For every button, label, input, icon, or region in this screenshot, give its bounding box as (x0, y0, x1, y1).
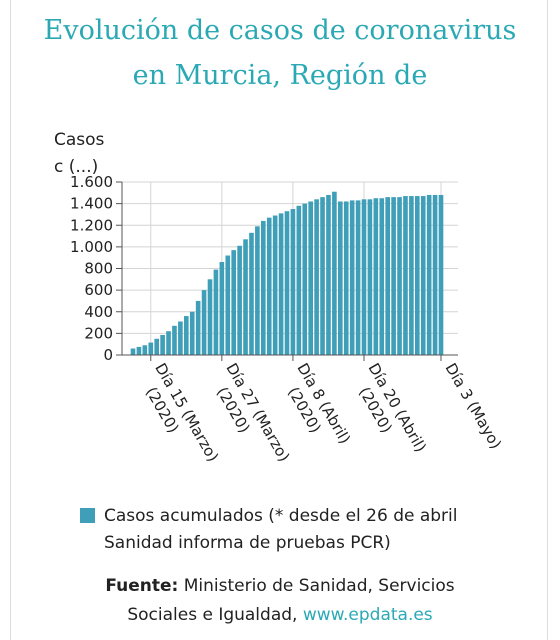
bar (255, 226, 260, 355)
bar (385, 197, 391, 355)
y-tick-label: 1.600 (70, 173, 113, 191)
x-tick-label: Día 15 (Marzo)(2020) (142, 360, 222, 465)
bar (426, 194, 432, 355)
bar (432, 194, 438, 355)
bar (343, 201, 349, 355)
bar (178, 321, 183, 355)
bar (130, 348, 136, 355)
source-note: Fuente: Ministerio de Sanidad, Servicios… (0, 572, 560, 630)
legend-label-line-1: Casos acumulados (* desde el 26 de abril (104, 506, 458, 526)
y-tick-label: 800 (84, 260, 113, 278)
bar (332, 191, 337, 355)
bar (320, 197, 325, 355)
bar (243, 239, 248, 355)
y-axis-label: Casos (54, 130, 105, 150)
bar (160, 334, 165, 355)
bar (290, 209, 296, 355)
x-tick-label: Día 20 (Abril)(2020) (355, 360, 430, 455)
card-frame (10, 0, 548, 640)
bar (207, 279, 213, 355)
bar (302, 203, 308, 355)
bar (349, 200, 355, 355)
bar (166, 331, 171, 355)
bar (154, 338, 160, 355)
bar (314, 199, 319, 355)
bar (284, 211, 290, 355)
bar (201, 290, 207, 355)
source-text-2: Sociales e Igualdad, (127, 605, 298, 625)
y-axis-label: c (...) (54, 157, 98, 177)
bar (308, 201, 314, 355)
bar (296, 205, 302, 355)
bar (397, 197, 402, 355)
y-tick-label: 1.200 (70, 216, 113, 234)
chart-title-line-1: Evolución de casos de coronavirus (43, 15, 517, 46)
bar (249, 232, 254, 355)
x-tick-label-line: Día 3 (Mayo) (442, 360, 506, 452)
bar (183, 316, 189, 355)
bar (373, 198, 379, 355)
bar (148, 342, 154, 355)
bar (189, 311, 195, 355)
source-label: Fuente: (105, 576, 179, 596)
bar (195, 300, 201, 355)
legend-label-line-2: Sanidad informa de pruebas PCR) (104, 533, 391, 553)
bar (142, 345, 148, 355)
bar (172, 325, 177, 355)
y-tick-label: 600 (84, 281, 113, 299)
chart-title-line-2: en Murcia, Región de (132, 60, 428, 91)
bar (391, 197, 396, 355)
y-tick-label: 1.000 (70, 238, 113, 256)
bar (231, 250, 237, 355)
y-tick-label: 1.400 (70, 195, 113, 213)
x-tick-label: Día 8 (Abril)(2020) (284, 360, 354, 447)
y-tick-label: 400 (84, 303, 113, 321)
bar (260, 220, 266, 355)
bar (219, 262, 225, 355)
bar (266, 217, 272, 355)
y-tick-label: 0 (103, 346, 113, 364)
x-tick-label: Día 3 (Mayo) (442, 360, 506, 452)
bar (438, 194, 444, 355)
chart-title: Evolución de casos de coronavirus en Mur… (0, 8, 560, 98)
bar (213, 269, 219, 355)
legend-swatch (80, 508, 95, 523)
bar (403, 196, 408, 355)
bar-chart: 0 200 400 600 800 1.000 1.200 1.400 1.600 Día 15 … (54, 130, 506, 465)
source-link[interactable]: www.epdata.es (302, 605, 433, 625)
bar (355, 200, 361, 355)
y-tick-label: 200 (84, 324, 113, 342)
bar (136, 346, 142, 355)
legend-label: Casos acumulados (* desde el 26 de abril… (104, 503, 458, 557)
bar (272, 215, 278, 355)
bar (278, 213, 284, 355)
bar (225, 255, 231, 355)
bar (337, 201, 343, 355)
source-text-1: Ministerio de Sanidad, Servicios (183, 576, 455, 596)
bar (361, 199, 367, 355)
bar (409, 196, 414, 355)
bar (414, 196, 420, 355)
bar (326, 194, 331, 355)
bar (237, 245, 242, 355)
bar (420, 196, 426, 355)
bar (379, 198, 385, 355)
bar (367, 199, 373, 355)
